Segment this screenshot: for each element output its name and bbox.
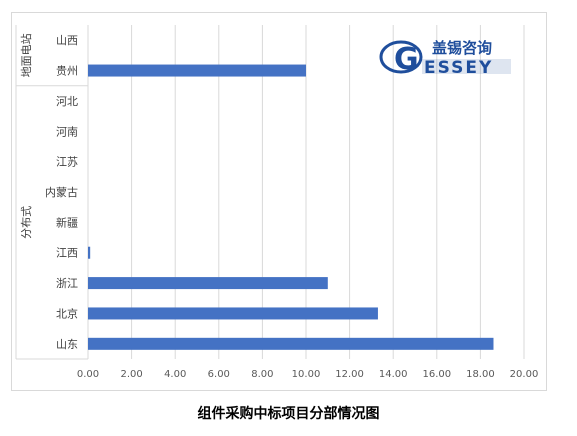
x-tick-label: 20.00 <box>510 369 539 380</box>
category-label: 河北 <box>56 95 78 108</box>
x-tick-labels: 0.00 2.00 4.00 6.00 8.00 10.00 12.00 14.00 16.00… <box>77 369 538 380</box>
category-label: 新疆 <box>56 215 78 229</box>
category-label: 江苏 <box>56 156 78 169</box>
bars <box>88 64 494 350</box>
gridlines <box>87 25 525 359</box>
figure-caption: 组件采购中标项目分部情况图 <box>197 406 380 422</box>
bar-贵州 <box>88 64 306 77</box>
group-label: 地面电站 <box>19 33 33 77</box>
category-label: 贵州 <box>56 65 78 78</box>
logo-ring-icon <box>379 40 423 74</box>
x-tick-label: 16.00 <box>422 369 451 380</box>
group-label: 分布式 <box>20 206 33 239</box>
x-tick-label: 18.00 <box>466 369 495 380</box>
category-label: 内蒙古 <box>45 185 78 199</box>
category-label: 山东 <box>56 338 78 351</box>
x-tick-label: 0.00 <box>77 369 99 380</box>
x-tick-label: 12.00 <box>335 369 364 380</box>
x-tick-label: 8.00 <box>251 369 273 380</box>
bar-浙江 <box>88 277 328 290</box>
x-tick-label: 10.00 <box>292 369 321 380</box>
logo-brand-en: ESSEY <box>424 58 493 78</box>
logo-letter: G <box>394 42 419 77</box>
category-label: 河南 <box>56 125 78 138</box>
category-label: 北京 <box>56 306 78 320</box>
x-tick-label: 4.00 <box>164 369 186 380</box>
x-tick-label: 14.00 <box>379 369 408 380</box>
bar-江西 <box>88 246 91 259</box>
x-tick-label: 2.00 <box>120 369 142 380</box>
x-tick-label: 6.00 <box>208 369 230 380</box>
category-label: 山西 <box>56 34 78 47</box>
bar-北京 <box>88 307 378 320</box>
category-label: 江西 <box>56 247 78 260</box>
logo-brand-cn: 盖锡咨询 <box>432 39 492 57</box>
logo-bar <box>422 59 511 74</box>
bar-山东 <box>88 337 494 350</box>
category-label: 浙江 <box>56 277 78 290</box>
chart-frame: 山西贵州河北河南江苏内蒙古新疆江西浙江北京山东 地面电站分布式 0.00 2.00… <box>11 12 547 391</box>
gessey-logo-watermark: G 盖锡咨询 ESSEY <box>379 39 511 78</box>
